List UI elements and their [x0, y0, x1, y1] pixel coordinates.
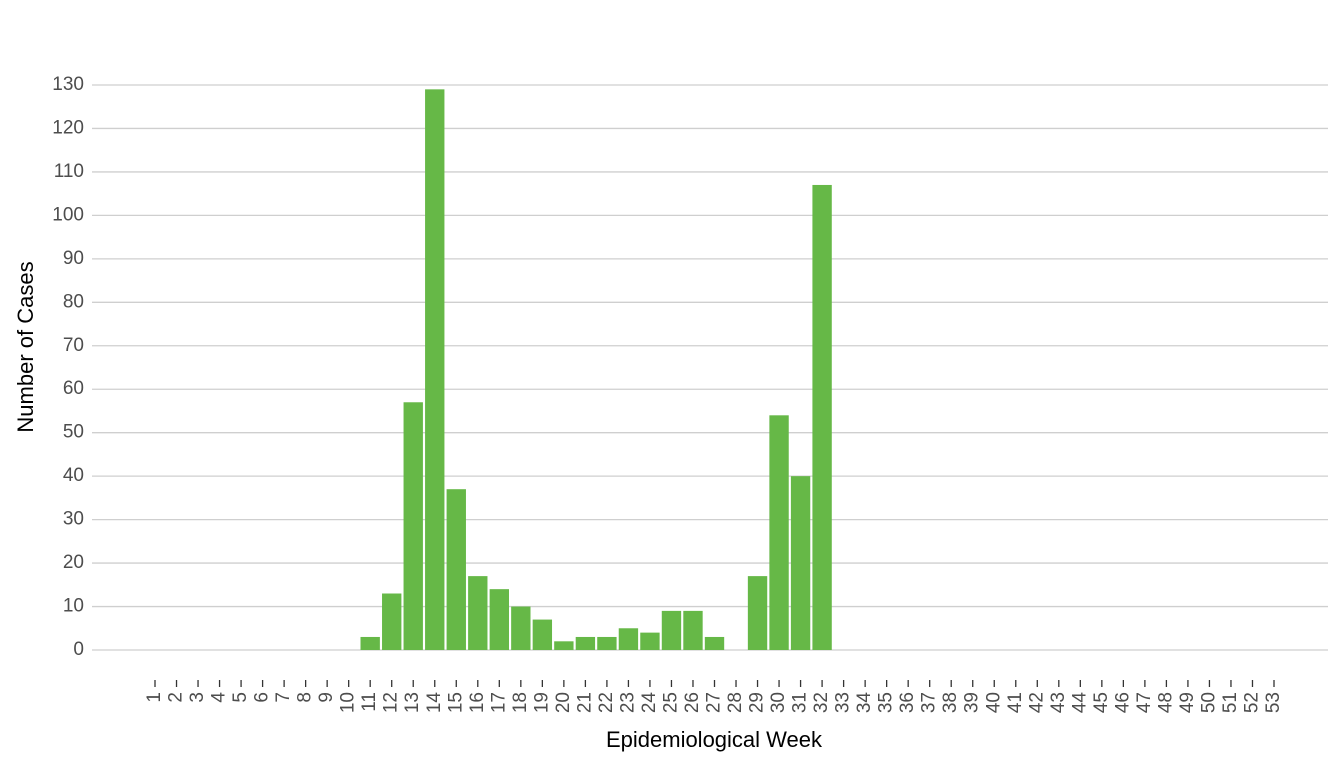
bar	[554, 641, 574, 650]
x-tick-label: 33	[833, 692, 854, 713]
x-tick-label: 30	[768, 692, 789, 713]
bar	[640, 632, 660, 650]
x-tick-label: 9	[316, 692, 337, 703]
x-tick-label: 45	[1091, 692, 1112, 713]
y-axis-title: Number of Cases	[13, 261, 38, 432]
bar	[382, 593, 402, 650]
x-tick-label: 29	[747, 692, 768, 713]
bar	[425, 89, 445, 651]
x-tick-label: 8	[295, 692, 316, 703]
x-tick-label: 36	[897, 692, 918, 713]
x-tick-label: 3	[187, 692, 208, 703]
x-tick-label: 26	[682, 692, 703, 713]
bar	[446, 489, 466, 650]
x-tick-label: 32	[811, 692, 832, 713]
bar	[489, 589, 509, 650]
y-tick-label: 130	[52, 74, 84, 95]
x-tick-label: 6	[252, 692, 273, 703]
x-tick-label: 39	[962, 692, 983, 713]
x-tick-label: 13	[402, 692, 423, 713]
x-tick-label: 41	[1005, 692, 1026, 713]
x-tick-label: 43	[1048, 692, 1069, 713]
x-tick-label: 25	[660, 692, 681, 713]
x-tick-label: 2	[166, 692, 187, 703]
y-tick-label: 110	[54, 161, 84, 182]
x-tick-label: 10	[338, 692, 359, 713]
bar	[597, 636, 617, 650]
y-tick-label: 80	[63, 291, 84, 312]
x-tick-label: 24	[639, 692, 660, 714]
x-tick-label: 14	[424, 692, 445, 714]
bar	[683, 610, 703, 650]
x-tick-label: 16	[467, 692, 488, 713]
x-tick-label: 15	[445, 692, 466, 713]
bar	[511, 606, 531, 650]
y-tick-label: 10	[63, 596, 84, 617]
x-tick-label: 4	[209, 692, 230, 703]
x-tick-label: 49	[1177, 692, 1198, 713]
y-tick-label: 120	[52, 117, 84, 138]
bar	[468, 576, 488, 650]
bar	[790, 476, 811, 650]
bar	[403, 402, 423, 650]
x-tick-label: 50	[1198, 692, 1219, 713]
x-tick-label: 38	[940, 692, 961, 713]
bar	[532, 619, 553, 650]
y-tick-label: 30	[63, 509, 84, 530]
x-tick-label: 5	[230, 692, 251, 703]
x-tick-label: 18	[510, 692, 531, 713]
x-tick-label: 42	[1026, 692, 1047, 713]
x-tick-label: 22	[596, 692, 617, 713]
x-tick-label: 28	[725, 692, 746, 713]
x-tick-label: 20	[553, 692, 574, 713]
x-tick-label: 52	[1241, 692, 1262, 713]
x-tick-label: 23	[617, 692, 638, 713]
y-tick-label: 70	[63, 335, 84, 356]
y-tick-label: 100	[52, 204, 84, 225]
x-tick-label: 11	[359, 692, 380, 712]
x-tick-label: 12	[381, 692, 402, 713]
bar	[812, 184, 832, 650]
x-tick-label: 37	[919, 692, 940, 713]
bar	[704, 636, 725, 650]
x-tick-label: 1	[144, 692, 165, 703]
x-tick-label: 27	[704, 692, 725, 713]
bar	[360, 636, 380, 650]
x-tick-label: 34	[854, 692, 875, 714]
x-axis-title: Epidemiological Week	[606, 727, 823, 752]
y-tick-label: 0	[73, 639, 84, 660]
y-tick-label: 20	[63, 552, 84, 573]
x-tick-label: 53	[1263, 692, 1284, 713]
bar	[575, 636, 596, 650]
bar	[661, 610, 682, 650]
x-tick-label: 48	[1155, 692, 1176, 713]
x-tick-label: 46	[1112, 692, 1133, 713]
y-tick-label: 40	[63, 465, 84, 486]
x-tick-label: 40	[983, 692, 1004, 713]
bar	[618, 628, 639, 650]
x-tick-label: 47	[1134, 692, 1155, 713]
x-tick-label: 51	[1220, 692, 1241, 713]
x-tick-label: 7	[273, 692, 294, 703]
x-tick-label: 17	[488, 692, 509, 713]
x-tick-label: 21	[574, 692, 595, 713]
y-tick-label: 60	[63, 378, 84, 399]
y-tick-label: 50	[63, 422, 84, 443]
x-tick-label: 31	[790, 692, 811, 713]
x-tick-label: 44	[1069, 692, 1090, 714]
bar	[747, 576, 768, 650]
x-tick-label: 19	[531, 692, 552, 713]
y-tick-label: 90	[63, 248, 84, 269]
bar	[769, 415, 789, 650]
x-tick-label: 35	[876, 692, 897, 713]
